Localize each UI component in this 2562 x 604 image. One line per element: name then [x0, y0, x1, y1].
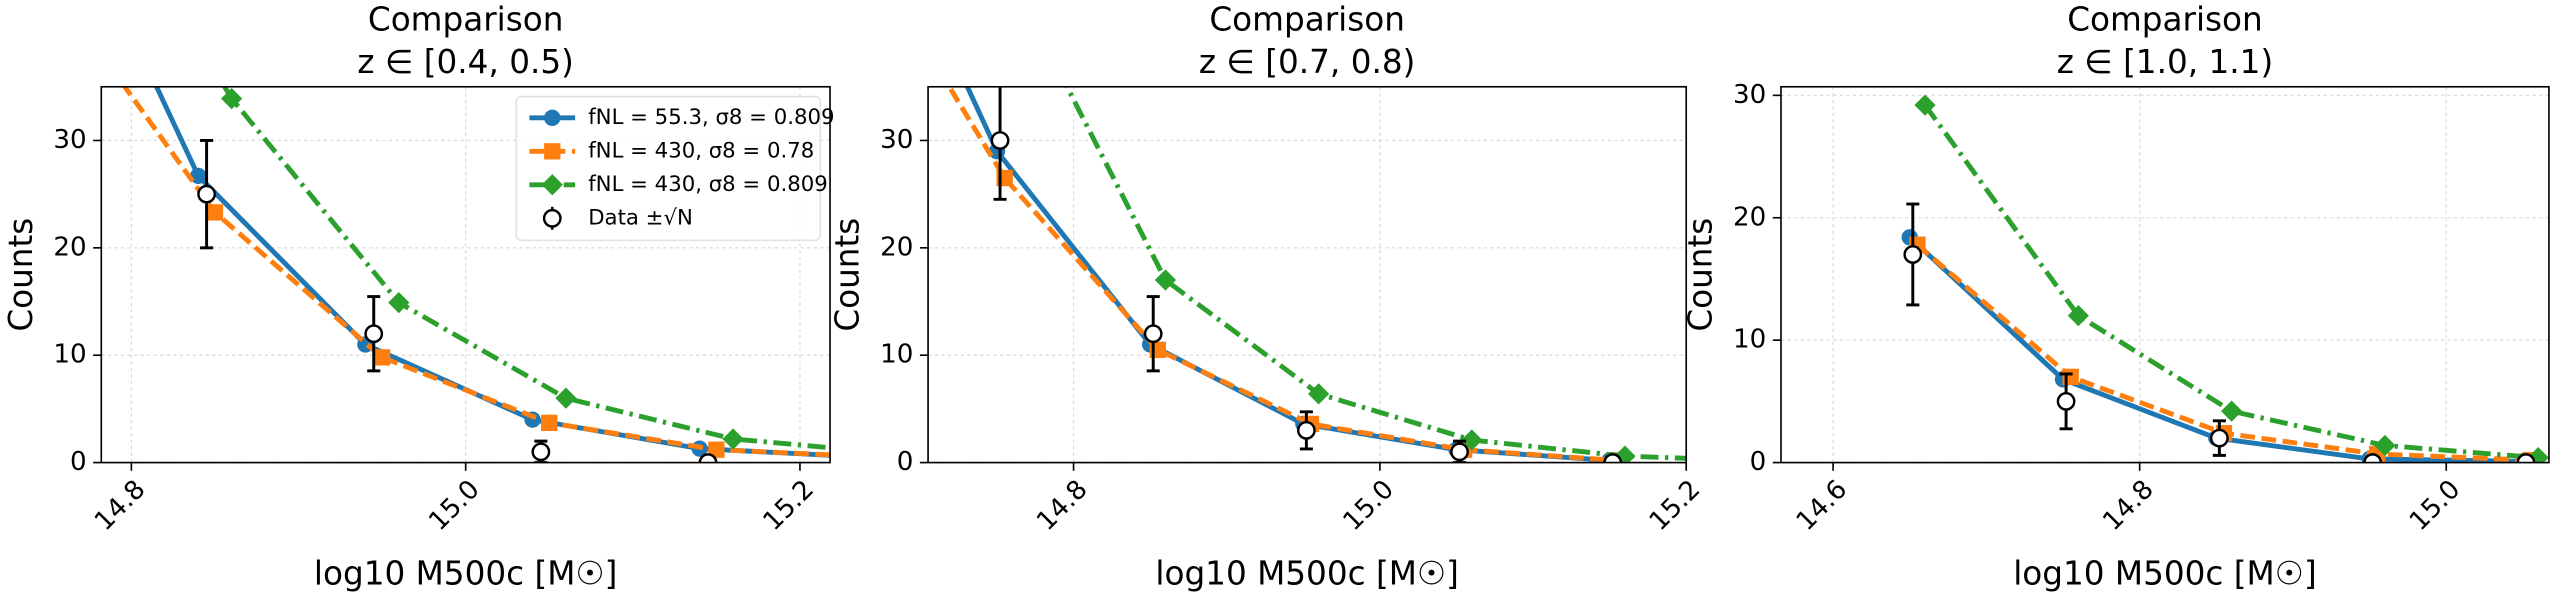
legend-label: Data ±√N: [588, 205, 693, 230]
y-tick-label: 0: [1750, 447, 1767, 477]
legend-box: [515, 95, 822, 242]
marker: [1296, 420, 1316, 440]
x-tick-label: 15.0: [1338, 474, 1400, 536]
chart-subtitle: z ∈ [0.7, 0.8): [1199, 43, 1415, 81]
marker: [1143, 324, 1163, 344]
y-tick-label: 20: [1733, 202, 1766, 232]
marker: [2067, 305, 2089, 327]
marker: [1903, 245, 1923, 264]
marker: [990, 131, 1010, 150]
marker: [206, 204, 224, 221]
marker: [2209, 428, 2229, 448]
marker: [1603, 453, 1623, 463]
legend-label: fNL = 55.3, σ8 = 0.809: [588, 105, 834, 130]
chart-subtitle: z ∈ [1.0, 1.1): [2057, 43, 2273, 81]
y-tick-label: 30: [53, 125, 86, 155]
chart-title: Comparison: [368, 0, 564, 38]
marker: [555, 387, 577, 409]
x-tick-label: 15.0: [423, 474, 485, 536]
y-tick-label: 20: [880, 232, 913, 262]
marker: [197, 184, 216, 204]
marker: [373, 349, 391, 366]
chart-title: Comparison: [2067, 0, 2263, 38]
marker: [221, 87, 243, 110]
x-tick-label: 15.2: [1644, 474, 1706, 536]
marker: [2374, 434, 2396, 457]
y-axis-label: Counts: [2, 218, 40, 332]
plot-area: [1901, 94, 2549, 463]
legend-marker: [544, 109, 561, 126]
y-tick-label: 10: [1733, 325, 1766, 355]
legend-marker: [542, 208, 562, 228]
y-tick-label: 30: [880, 125, 913, 155]
chart-subtitle: z ∈ [0.4, 0.5): [357, 43, 573, 81]
marker: [2516, 453, 2536, 463]
legend-label: fNL = 430, σ8 = 0.809: [588, 172, 828, 197]
series-line: [121, 86, 831, 458]
y-axis-label: Counts: [1682, 218, 1720, 332]
x-axis-label: log10 M500c [M☉]: [314, 554, 618, 592]
marker: [1450, 442, 1469, 462]
legend-label: fNL = 430, σ8 = 0.78: [588, 138, 814, 163]
marker: [544, 143, 561, 160]
marker: [1767, 451, 1788, 472]
x-tick-label: 15.0: [2404, 474, 2466, 536]
marker: [1461, 429, 1483, 451]
x-tick-label: 14.8: [89, 474, 151, 536]
x-tick-label: 15.2: [758, 474, 820, 536]
axes-frame: [927, 85, 1688, 464]
axes-frame: [1780, 85, 2550, 464]
series-line: [946, 86, 1618, 463]
y-tick-label: 10: [53, 340, 86, 370]
marker: [875, 449, 891, 465]
x-tick-label: 14.8: [2097, 474, 2159, 536]
legend-marker: [541, 174, 563, 196]
axes-frame: [100, 85, 831, 464]
x-axis-label: log10 M500c [M☉]: [2013, 554, 2317, 592]
x-axis-label: log10 M500c [M☉]: [1155, 554, 1459, 592]
legend-marker: [544, 143, 561, 160]
y-tick-label: 0: [70, 447, 87, 477]
y-tick-label: 30: [1733, 80, 1766, 110]
y-tick-label: 20: [53, 232, 86, 262]
marker: [698, 453, 718, 463]
marker: [190, 167, 207, 185]
y-axis-label: Counts: [829, 218, 867, 332]
marker: [2363, 453, 2383, 463]
marker: [531, 442, 551, 462]
marker: [1154, 269, 1177, 291]
marker: [722, 428, 744, 450]
plot-area: [121, 86, 891, 465]
marker: [544, 109, 561, 126]
series-line: [1064, 86, 1687, 461]
marker: [542, 208, 562, 228]
series-line: [221, 86, 831, 451]
x-tick-label: 14.6: [1791, 474, 1853, 536]
x-tick-label: 14.8: [1031, 474, 1093, 536]
marker: [1914, 94, 1936, 116]
series-line: [1923, 103, 2539, 461]
marker: [2221, 400, 2243, 422]
y-tick-label: 10: [880, 340, 913, 370]
marker: [859, 449, 875, 465]
marker: [708, 441, 725, 458]
chart-title: Comparison: [1209, 0, 1405, 38]
y-tick-label: 0: [897, 447, 914, 477]
marker: [388, 291, 410, 314]
marker: [541, 414, 558, 432]
marker: [364, 324, 384, 344]
marker: [541, 174, 563, 196]
plot-area: [946, 86, 1788, 472]
marker: [2056, 391, 2076, 411]
marker: [1308, 383, 1330, 405]
